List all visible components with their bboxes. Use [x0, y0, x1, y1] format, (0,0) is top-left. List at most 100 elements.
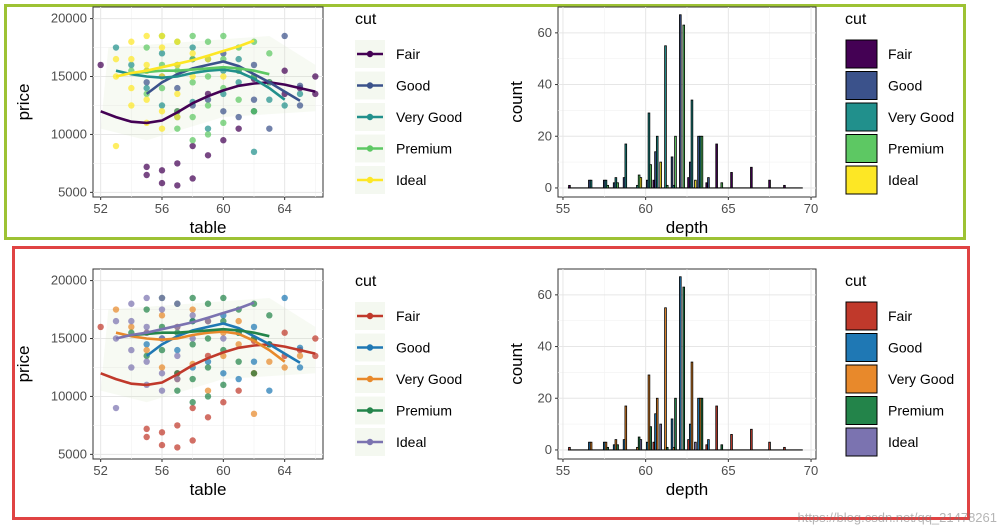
scatter-point-good	[250, 61, 258, 69]
scatter-legend-label: Ideal	[396, 434, 426, 450]
scatter-point-good	[235, 375, 242, 383]
histogram-bar-premium	[700, 397, 704, 451]
scatter-point-fair	[97, 61, 104, 69]
histogram-legend-key	[845, 427, 878, 457]
scatter-point-premium	[235, 96, 242, 103]
scatter-point-premium	[174, 387, 181, 394]
scatter-point-ideal	[189, 335, 196, 342]
scatter-point-premium	[174, 125, 181, 132]
histogram-legend-label: Premium	[888, 141, 944, 157]
histogram-x-tick-label: 70	[804, 463, 818, 478]
scatter-x-tick-label: 60	[216, 201, 230, 216]
scatter-point-premium	[204, 335, 212, 342]
watermark-text: https://blog.csdn.net/qq_21478261	[797, 510, 998, 525]
scatter-point-very-good	[112, 306, 120, 313]
scatter-point-premium	[143, 306, 150, 313]
scatter-legend: cut Fair Good Very Good Premium Ideal	[355, 273, 462, 456]
scatter-point-ideal	[143, 61, 150, 69]
histogram-bar-premium	[720, 444, 724, 451]
histogram-legend: cut Fair Good Very Good Premium Ideal	[845, 11, 954, 195]
scatter-point-fair	[281, 67, 288, 74]
scatter-point-good	[235, 113, 242, 121]
histogram-bar-fair	[715, 143, 718, 189]
scatter-point-very-good	[204, 387, 212, 394]
scatter-point-premium	[250, 108, 258, 115]
scatter-point-ideal	[143, 294, 150, 302]
scatter-point-fair	[143, 171, 150, 179]
scatter-point-fair	[174, 160, 181, 167]
scatter-point-fair	[235, 125, 242, 132]
scatter-point-ideal	[112, 317, 120, 325]
scatter-point-fair	[143, 433, 150, 441]
scatter-point-fair	[97, 323, 104, 331]
histogram-bar-premium	[665, 184, 669, 189]
panel-1: 52 56 60 64 5000 10000 15000 20000 table price cut…	[14, 6, 954, 237]
scatter-legend-label: Very Good	[396, 109, 462, 125]
histogram-legend-key	[845, 333, 878, 362]
scatter-legend-title: cut	[355, 11, 377, 28]
histogram-bar-fair	[715, 405, 718, 451]
scatter-point-fair	[281, 329, 288, 336]
histogram-y-tick-label: 40	[538, 77, 552, 92]
histogram-bar-premium	[674, 397, 677, 451]
histogram-legend-key	[845, 301, 878, 331]
scatter-point-ideal	[174, 90, 181, 98]
scatter-point-ideal	[174, 38, 181, 45]
scatter-legend-point	[366, 344, 374, 351]
histogram-bar-fair	[783, 446, 786, 451]
scatter-point-fair	[174, 444, 181, 451]
trend-line-very-good	[115, 68, 286, 101]
scatter-plot: 52 56 60 64 5000 10000 15000 20000 table price	[14, 6, 324, 237]
histogram-legend-key	[845, 364, 878, 394]
scatter-legend-point	[366, 312, 374, 320]
scatter-point-premium	[204, 364, 212, 371]
scatter-point-very-good	[143, 84, 150, 92]
histogram-x-tick-label: 65	[721, 463, 735, 478]
scatter-point-premium	[204, 73, 212, 80]
histogram-bar-ideal	[639, 439, 643, 451]
scatter-x-tick-label: 52	[93, 201, 107, 216]
histogram-bar-premium	[616, 444, 619, 451]
scatter-y-tick-label: 20000	[51, 273, 87, 288]
scatter-point-fair	[189, 404, 196, 412]
scatter-point-ideal	[128, 55, 135, 63]
histogram-bar-very-good	[624, 405, 628, 451]
histogram-bar-ideal	[694, 441, 697, 451]
scatter-point-fair	[204, 414, 212, 421]
scatter-point-fair	[143, 163, 150, 171]
scatter-point-ideal	[174, 375, 181, 383]
histogram-bar-fair	[768, 441, 771, 451]
scatter-point-ideal	[220, 335, 227, 342]
histogram-bar-premium	[606, 184, 609, 189]
scatter-point-premium	[204, 38, 212, 45]
histogram-plot: 55 60 65 70 0 20 40 60 depth count	[507, 6, 818, 237]
histogram-x-axis-label: depth	[666, 480, 709, 499]
scatter-legend-label: Premium	[396, 141, 452, 157]
histogram-y-tick-label: 20	[538, 128, 552, 143]
histogram-y-tick-label: 60	[538, 25, 552, 40]
scatter-legend-title: cut	[355, 273, 377, 290]
histogram-bar-very-good	[655, 135, 659, 189]
scatter-point-ideal	[112, 55, 120, 63]
scatter-point-good	[220, 108, 227, 115]
scatter-point-ideal	[128, 300, 135, 307]
histogram-legend-label: Premium	[888, 403, 944, 419]
scatter-point-premium	[158, 346, 166, 354]
scatter-point-premium	[189, 137, 196, 144]
scatter-point-very-good	[281, 102, 288, 109]
scatter-point-premium	[220, 381, 227, 389]
histogram-bar-fair	[768, 179, 771, 189]
histogram-y-tick-label: 40	[538, 339, 552, 354]
trend-line-ideal	[115, 39, 255, 78]
histogram-legend-key	[845, 134, 878, 163]
scatter-point-very-good	[266, 358, 273, 365]
scatter-point-ideal	[158, 306, 166, 313]
scatter-point-fair	[174, 182, 181, 189]
scatter-point-good	[266, 387, 273, 394]
scatter-point-good	[296, 364, 304, 371]
histogram-y-tick-label: 60	[538, 287, 552, 302]
scatter-point-ideal	[143, 323, 150, 331]
histogram-bar-good	[670, 156, 674, 189]
scatter-point-very-good	[158, 50, 166, 57]
histogram-bar-ideal	[659, 423, 662, 451]
